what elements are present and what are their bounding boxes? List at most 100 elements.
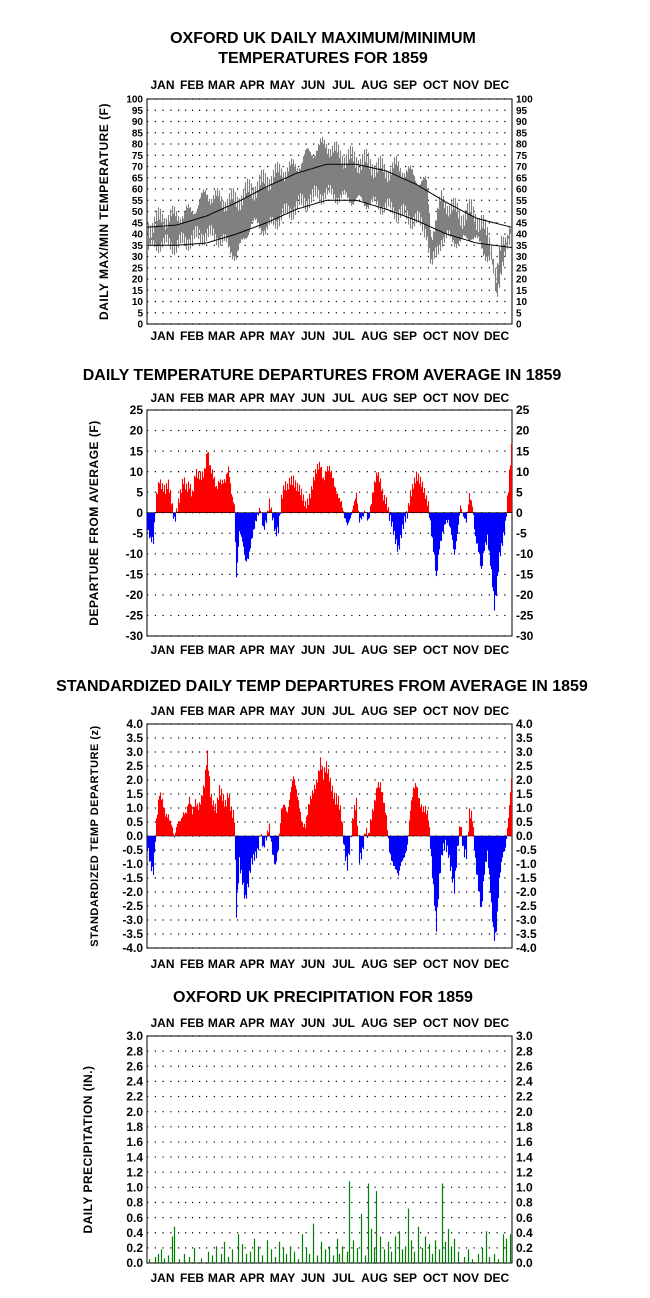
temps-ytick-left: 60: [132, 185, 144, 196]
temps-ytick-left: 15: [132, 286, 144, 297]
standardized-ytick-right: -3.0: [516, 913, 537, 927]
month-label-top-nov: NOV: [453, 1016, 479, 1030]
month-label-bottom-nov: NOV: [453, 1271, 479, 1285]
precip-ytick-left: 0.4: [126, 1226, 143, 1240]
month-label-bottom-jan: JAN: [150, 643, 174, 657]
month-label-top-nov: NOV: [453, 704, 479, 718]
precip-ytick-left: 2.2: [126, 1090, 143, 1104]
temps-ytick-right: 5: [516, 308, 522, 319]
month-label-top-mar: MAR: [208, 78, 236, 92]
precip-ytick-right: 0.2: [516, 1241, 533, 1255]
temps-ytick-right: 100: [516, 95, 533, 106]
month-label-top-feb: FEB: [180, 704, 204, 718]
month-label-bottom-jul: JUL: [332, 643, 355, 657]
month-label-bottom-mar: MAR: [208, 957, 236, 971]
month-label-top-oct: OCT: [423, 1016, 449, 1030]
month-label-top-dec: DEC: [484, 78, 510, 92]
month-label-top-nov: NOV: [453, 391, 479, 405]
standardized-ytick-left: 3.0: [126, 745, 143, 759]
month-label-top-jan: JAN: [150, 1016, 174, 1030]
departures-ytick-right: 25: [516, 403, 530, 417]
departures-ytick-left: 20: [130, 424, 144, 438]
precip-ytick-right: 2.4: [516, 1075, 533, 1089]
month-label-bottom-sep: SEP: [393, 957, 417, 971]
precip-ytick-right: 1.6: [516, 1135, 533, 1149]
standardized-ytick-left: -3.5: [122, 927, 143, 941]
temps-ytick-right: 70: [516, 162, 528, 173]
standardized-ytick-left: -2.0: [122, 885, 143, 899]
month-label-top-apr: APR: [239, 391, 265, 405]
precip-ytick-left: 1.8: [126, 1120, 143, 1134]
temps-ytick-right: 85: [516, 128, 528, 139]
standardized-ytick-left: 0.5: [126, 815, 143, 829]
precip-ytick-left: 1.4: [126, 1150, 143, 1164]
standardized-ytick-right: 0.0: [516, 829, 533, 843]
temps-average-min-line: [147, 199, 512, 248]
month-label-top-dec: DEC: [484, 391, 510, 405]
departures-title: DAILY TEMPERATURE DEPARTURES FROM AVERAG…: [83, 367, 562, 384]
month-label-top-sep: SEP: [393, 704, 417, 718]
standardized-ytick-right: 3.0: [516, 745, 533, 759]
precip-ytick-right: 3.0: [516, 1029, 533, 1043]
standardized-ytick-right: 1.0: [516, 801, 533, 815]
temps-ytick-right: 15: [516, 286, 528, 297]
month-label-bottom-feb: FEB: [180, 329, 204, 343]
temps-ytick-left: 70: [132, 162, 144, 173]
precip-ytick-left: 3.0: [126, 1029, 143, 1043]
standardized-ytick-left: 3.5: [126, 731, 143, 745]
temps-ytick-right: 45: [516, 218, 528, 229]
departures-ytick-right: -5: [516, 526, 527, 540]
month-label-top-apr: APR: [239, 78, 265, 92]
month-label-bottom-sep: SEP: [393, 1271, 417, 1285]
month-label-top-may: MAY: [270, 704, 296, 718]
month-label-top-dec: DEC: [484, 1016, 510, 1030]
departures-ytick-right: -20: [516, 588, 534, 602]
temps-ytick-left: 95: [132, 106, 144, 117]
precip-ytick-right: 2.0: [516, 1105, 533, 1119]
month-label-bottom-jun: JUN: [301, 957, 325, 971]
month-label-bottom-dec: DEC: [484, 957, 510, 971]
month-label-bottom-mar: MAR: [208, 643, 236, 657]
standardized-ytick-left: -3.0: [122, 913, 143, 927]
temps-ytick-right: 60: [516, 185, 528, 196]
month-label-bottom-may: MAY: [270, 1271, 296, 1285]
month-label-bottom-jul: JUL: [332, 329, 355, 343]
month-label-bottom-may: MAY: [270, 957, 296, 971]
month-label-bottom-jul: JUL: [332, 1271, 355, 1285]
departures-ytick-left: 0: [136, 506, 143, 520]
standardized-ytick-left: 0.0: [126, 829, 143, 843]
month-label-top-aug: AUG: [361, 1016, 388, 1030]
precip-ytick-right: 2.8: [516, 1044, 533, 1058]
month-label-bottom-apr: APR: [239, 957, 265, 971]
temps-ytick-left: 45: [132, 218, 144, 229]
precip-title: OXFORD UK PRECIPITATION FOR 1859: [173, 989, 473, 1006]
month-label-bottom-dec: DEC: [484, 1271, 510, 1285]
month-label-top-jan: JAN: [150, 391, 174, 405]
month-label-bottom-feb: FEB: [180, 1271, 204, 1285]
month-label-bottom-aug: AUG: [361, 329, 388, 343]
month-label-top-mar: MAR: [208, 704, 236, 718]
standardized-ytick-right: 3.5: [516, 731, 533, 745]
month-label-top-jan: JAN: [150, 78, 174, 92]
precip-ytick-left: 0.2: [126, 1241, 143, 1255]
month-label-top-jul: JUL: [332, 704, 355, 718]
standardized-ytick-left: -4.0: [122, 941, 143, 955]
month-label-bottom-feb: FEB: [180, 643, 204, 657]
precip-ytick-right: 1.0: [516, 1181, 533, 1195]
precip-ytick-left: 0.6: [126, 1211, 143, 1225]
precip-series: [148, 1181, 512, 1263]
departures-ytick-right: 5: [516, 485, 523, 499]
standardized-ytick-right: 4.0: [516, 717, 533, 731]
month-label-bottom-mar: MAR: [208, 1271, 236, 1285]
standardized-ytick-right: -1.0: [516, 857, 537, 871]
departures-ytick-left: 15: [130, 444, 144, 458]
month-label-bottom-apr: APR: [239, 643, 265, 657]
month-label-top-aug: AUG: [361, 391, 388, 405]
month-label-bottom-sep: SEP: [393, 643, 417, 657]
month-label-bottom-oct: OCT: [423, 643, 449, 657]
standardized-series: [146, 750, 513, 941]
precip-ytick-right: 0.4: [516, 1226, 533, 1240]
departures-ytick-left: -20: [126, 588, 144, 602]
standardized-ytick-right: -1.5: [516, 871, 537, 885]
